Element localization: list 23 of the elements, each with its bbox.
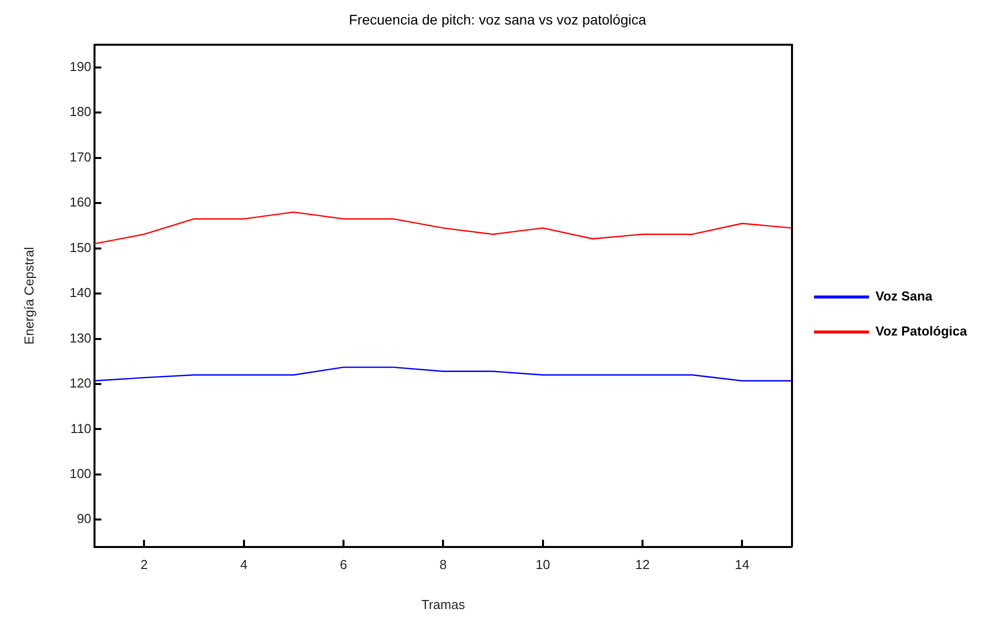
y-tick-label: 190 bbox=[70, 58, 92, 74]
y-tick-label: 180 bbox=[70, 104, 92, 120]
chart-title: Frecuencia de pitch: voz sana vs voz patológica bbox=[348, 11, 646, 28]
y-tick-label: 110 bbox=[70, 420, 92, 436]
y-tick-label: 90 bbox=[76, 511, 92, 526]
y-tick-label: 160 bbox=[70, 194, 92, 210]
x-tick-label: 4 bbox=[240, 557, 248, 572]
x-tick-label: 8 bbox=[440, 557, 447, 572]
legend-label: Voz Patológica bbox=[876, 324, 968, 339]
y-tick-label: 140 bbox=[70, 285, 92, 300]
x-tick-label: 12 bbox=[635, 557, 650, 572]
y-axis-title: Energía Cepstral bbox=[21, 246, 36, 345]
x-tick-label: 10 bbox=[536, 557, 550, 572]
x-axis-title: Tramas bbox=[421, 596, 466, 612]
x-tick-label: 6 bbox=[340, 557, 348, 572]
y-tick-label: 170 bbox=[70, 149, 92, 164]
y-tick-label: 150 bbox=[70, 240, 92, 255]
y-tick-label: 130 bbox=[70, 330, 92, 346]
y-tick-label: 120 bbox=[70, 376, 92, 391]
x-tick-label: 2 bbox=[140, 557, 148, 572]
legend-label: Voz Sana bbox=[876, 288, 934, 304]
y-tick-label: 100 bbox=[70, 466, 92, 482]
x-tick-label: 14 bbox=[734, 557, 750, 572]
